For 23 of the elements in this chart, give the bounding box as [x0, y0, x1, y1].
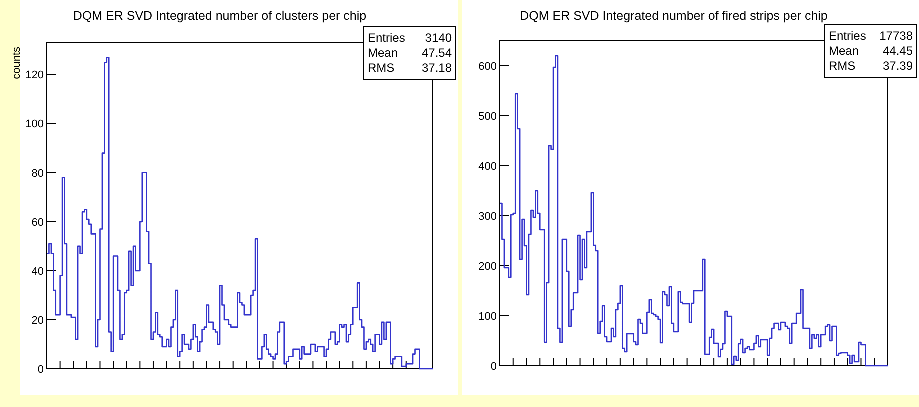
y-axis-title: counts	[11, 46, 23, 80]
y-tick-label: 300	[478, 210, 497, 223]
chart-title: DQM ER SVD Integrated number of fired strips per chip	[520, 9, 828, 23]
y-tick-label: 400	[478, 160, 497, 173]
y-tick-label: 200	[478, 260, 497, 273]
text: Mean 47.54	[368, 46, 452, 60]
y-tick-label: 60	[32, 216, 44, 229]
text: RMS 37.39	[829, 59, 913, 73]
annotation: Entries 17738	[829, 29, 914, 43]
y-tick-label: 600	[478, 60, 497, 73]
text: Mean 44.45	[829, 44, 913, 58]
y-tick-label: 80	[32, 168, 44, 180]
y-tick-label: 500	[478, 110, 497, 123]
y-tick-label: 40	[32, 266, 44, 278]
chart-title: DQM ER SVD Integrated number of clusters per chip	[73, 9, 367, 23]
y-tick-label: 20	[32, 314, 44, 327]
y-tick-label: 0	[38, 364, 44, 376]
y-tick-label: 0	[490, 360, 497, 373]
y-tick-label: 100	[478, 310, 497, 323]
y-tick-label: 120	[26, 70, 44, 82]
text: RMS 37.18	[368, 61, 452, 75]
y-tick-label: 100	[26, 118, 44, 131]
text: Entries 3140	[368, 31, 452, 45]
